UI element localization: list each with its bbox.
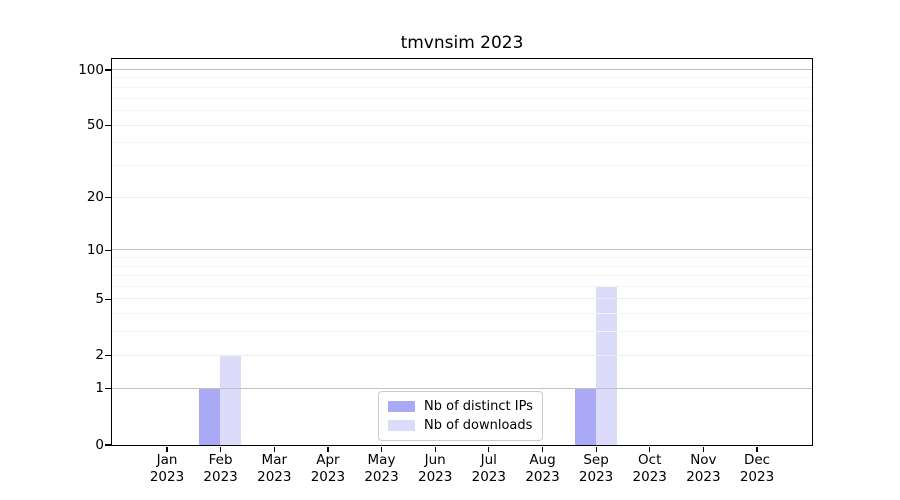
- x-tick-label-aug: Aug 2023: [525, 452, 560, 485]
- x-tick-label-jan: Jan 2023: [149, 452, 185, 485]
- x-tick-mar: [273, 446, 275, 452]
- bar-nb-of-downloads-sep: [595, 286, 617, 445]
- y-tick-label-20: 20: [86, 189, 104, 206]
- gridline-minor-30: [111, 165, 812, 166]
- x-tick-may: [380, 446, 383, 452]
- legend-swatch-icon: [388, 420, 415, 431]
- x-tick-aug: [541, 446, 544, 452]
- gridline-major-10: [111, 249, 812, 251]
- gridline-major-20: [111, 196, 812, 198]
- gridline-minor-40: [111, 142, 812, 144]
- legend-item: Nb of downloads: [388, 416, 533, 435]
- bar-nb-of-distinct-ips-sep: [574, 388, 596, 445]
- y-tick-5: [105, 298, 111, 301]
- legend: Nb of distinct IPs Nb of downloads: [378, 391, 543, 441]
- y-tick-label-100: 100: [78, 61, 104, 78]
- x-tick-label-may: May 2023: [364, 452, 399, 485]
- gridline-major-5: [111, 298, 812, 300]
- x-tick-jan: [166, 446, 168, 452]
- x-tick-label-dec: Dec 2023: [739, 452, 775, 485]
- gridline-minor-4: [111, 313, 812, 315]
- plot-area: [110, 57, 813, 446]
- x-tick-label-jul: Jul 2023: [471, 452, 506, 485]
- legend-label: Nb of distinct IPs: [424, 399, 533, 414]
- x-tick-label-oct: Oct 2023: [632, 452, 667, 485]
- legend-label: Nb of downloads: [424, 418, 533, 433]
- gridline-major-2: [111, 354, 812, 356]
- legend-swatch-icon: [388, 401, 415, 412]
- x-tick-label-jun: Jun 2023: [418, 452, 453, 485]
- y-tick-50: [105, 124, 111, 127]
- gridline-minor-60: [111, 110, 812, 111]
- gridline-minor-80: [111, 86, 812, 88]
- x-tick-jun: [434, 446, 436, 452]
- y-tick-label-0: 0: [95, 436, 104, 453]
- y-tick-1: [105, 388, 111, 390]
- x-tick-label-mar: Mar 2023: [257, 452, 292, 485]
- gridline-minor-8: [111, 265, 812, 267]
- bar-nb-of-distinct-ips-feb: [199, 388, 221, 445]
- x-tick-label-apr: Apr 2023: [310, 452, 346, 485]
- x-tick-label-sep: Sep 2023: [578, 452, 614, 485]
- gridline-minor-70: [111, 97, 812, 99]
- gridline-minor-6: [111, 285, 812, 287]
- x-tick-dec: [756, 446, 758, 452]
- chart-title: tmvnsim 2023: [400, 33, 524, 53]
- x-tick-jul: [488, 446, 490, 452]
- gridline-major-1: [111, 387, 812, 389]
- y-tick-label-50: 50: [86, 117, 104, 133]
- y-tick-label-2: 2: [95, 347, 104, 364]
- gridline-minor-7: [111, 275, 812, 276]
- x-tick-label-nov: Nov 2023: [686, 452, 721, 485]
- y-tick-label-1: 1: [95, 380, 104, 397]
- gridline-minor-9: [111, 256, 812, 258]
- y-tick-label-5: 5: [95, 290, 104, 307]
- y-tick-100: [105, 69, 111, 71]
- legend-item: Nb of distinct IPs: [388, 397, 533, 416]
- x-tick-label-feb: Feb 2023: [203, 452, 238, 485]
- x-tick-apr: [327, 446, 329, 452]
- gridline-major-50: [111, 124, 812, 126]
- x-tick-feb: [220, 446, 222, 452]
- x-tick-sep: [595, 446, 597, 452]
- x-tick-nov: [702, 446, 705, 452]
- y-tick-20: [105, 197, 111, 199]
- x-tick-oct: [649, 446, 651, 452]
- y-tick-0: [105, 444, 111, 446]
- gridline-major-100: [111, 69, 812, 70]
- y-tick-label-10: 10: [86, 241, 104, 258]
- gridline-minor-90: [111, 77, 812, 79]
- y-tick-10: [105, 249, 111, 251]
- y-tick-2: [105, 355, 111, 357]
- bar-nb-of-downloads-feb: [220, 355, 242, 445]
- gridline-minor-3: [111, 331, 812, 333]
